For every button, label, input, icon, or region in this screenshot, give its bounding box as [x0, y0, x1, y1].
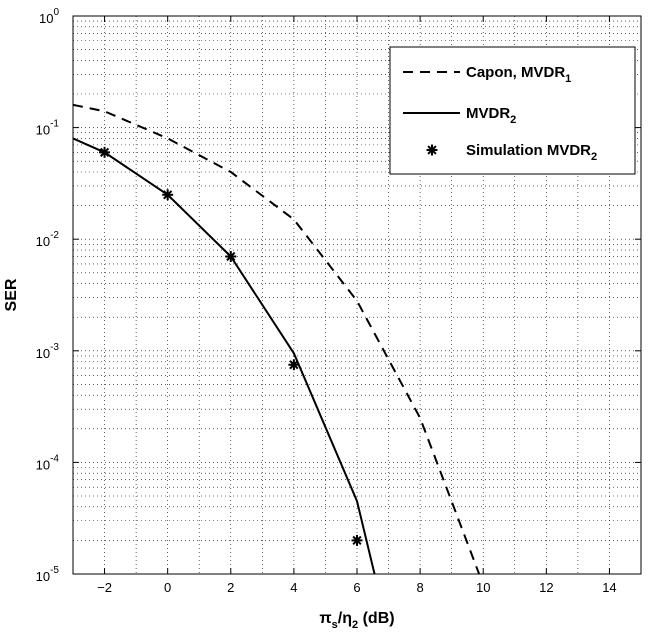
x-tick-label: −2 — [97, 580, 112, 595]
simulation-marker — [99, 146, 111, 158]
x-tick-labels: −2 0 2 4 6 8 10 12 14 — [97, 580, 617, 595]
x-tick-label: 12 — [539, 580, 553, 595]
series-layer — [73, 103, 481, 574]
simulation-marker — [225, 250, 237, 262]
series-line-capon-mvdr1 — [73, 103, 481, 574]
simulation-marker — [162, 189, 174, 201]
asterisk-stroke — [289, 360, 299, 370]
x-axis-label: πs/η2 (dB) — [319, 610, 394, 631]
asterisk-stroke — [352, 535, 362, 546]
y-tick-label: 10-1 — [36, 119, 60, 138]
x-tick-label: 14 — [602, 580, 616, 595]
y-tick-label: 10-2 — [36, 230, 60, 249]
legend-label: Simulation MVDR2 — [466, 142, 597, 163]
y-tick-labels: 100 10-1 10-2 10-3 10-4 10-5 — [36, 7, 60, 584]
legend-marker-simulation — [426, 144, 438, 156]
grid-lines — [73, 16, 641, 574]
y-tick-label: 10-4 — [36, 453, 60, 472]
y-tick-label: 100 — [39, 7, 59, 26]
asterisk-stroke — [427, 145, 437, 155]
asterisk-stroke — [163, 190, 173, 200]
legend-box — [389, 46, 636, 175]
x-tick-label: 0 — [164, 580, 171, 595]
asterisk-stroke — [99, 147, 110, 157]
legend-label: Capon, MVDR1 — [466, 64, 571, 85]
x-tick-label: 2 — [227, 580, 234, 595]
x-tick-label: 8 — [416, 580, 423, 595]
y-tick-label: 10-5 — [36, 565, 60, 584]
y-tick-label: 10-3 — [36, 342, 60, 361]
simulation-marker — [351, 534, 363, 546]
legend: Capon, MVDR1 MVDR2 Simulation MVDR2 — [389, 46, 636, 175]
legend-label: MVDR2 — [466, 105, 516, 126]
asterisk-stroke — [226, 251, 236, 262]
x-tick-label: 4 — [290, 580, 297, 595]
x-tick-label: 10 — [476, 580, 490, 595]
y-axis-label: SER — [3, 278, 20, 311]
x-tick-label: 6 — [353, 580, 360, 595]
simulation-marker — [288, 359, 300, 371]
axis-ticks — [73, 15, 641, 575]
